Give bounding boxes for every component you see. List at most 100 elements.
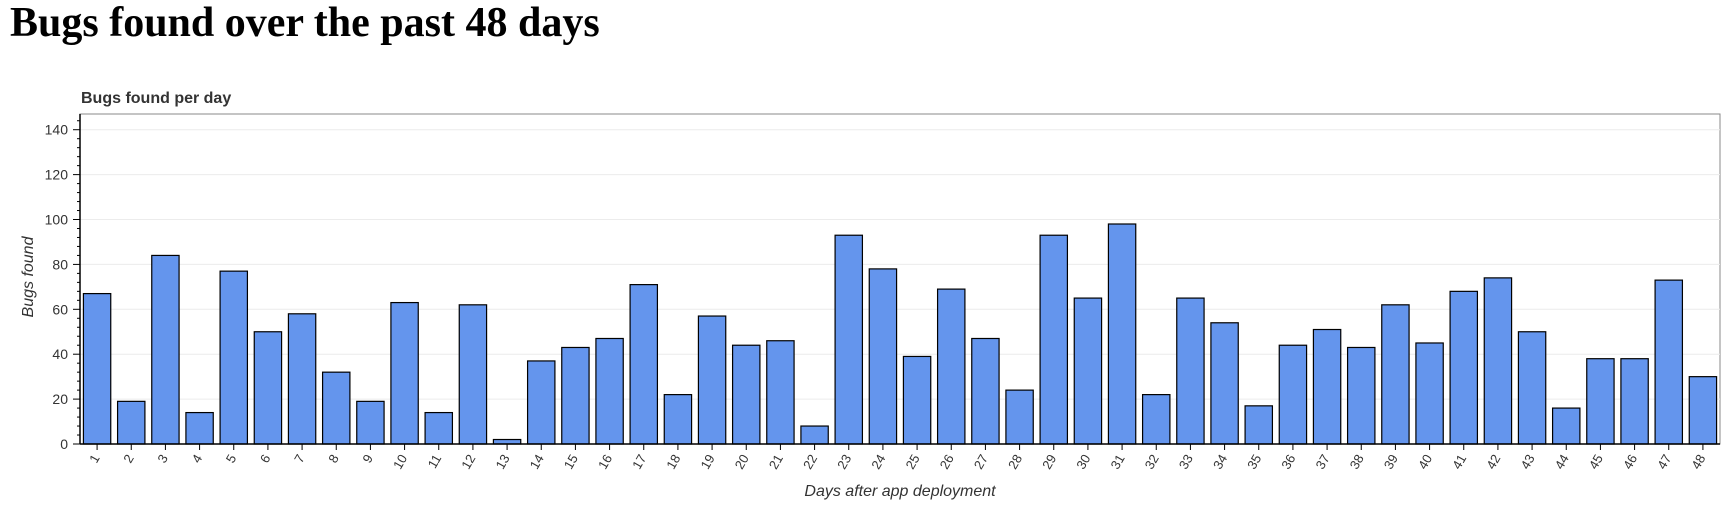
bar bbox=[116, 400, 146, 445]
bar bbox=[219, 270, 249, 445]
y-tick-label: 80 bbox=[52, 256, 68, 272]
bar bbox=[1381, 304, 1410, 445]
bar bbox=[253, 331, 283, 445]
x-tick-label: 43 bbox=[1517, 452, 1537, 472]
bar bbox=[321, 371, 351, 445]
x-axis: 1 2 3 4 5 6 7 8 9 10 11 12 13 14 15 16 17 18 19 20 21 22 23 24 2… bbox=[80, 443, 1720, 472]
x-tick-label: 11 bbox=[425, 452, 445, 471]
x-tick-label: 18 bbox=[663, 452, 683, 472]
bar bbox=[424, 411, 454, 445]
bar bbox=[834, 234, 864, 445]
bar bbox=[1688, 376, 1718, 445]
x-tick-label: 36 bbox=[1278, 452, 1298, 472]
x-tick-label: 38 bbox=[1347, 452, 1367, 472]
y-tick-label: 140 bbox=[45, 122, 69, 138]
x-tick-label: 17 bbox=[629, 452, 649, 472]
x-tick-label: 14 bbox=[527, 452, 547, 472]
bar bbox=[356, 400, 385, 445]
x-tick-label: 5 bbox=[223, 452, 240, 466]
bar bbox=[1039, 234, 1069, 445]
bar bbox=[1176, 297, 1205, 445]
chart-title: Bugs found per day bbox=[81, 90, 231, 107]
gridlines bbox=[80, 129, 1720, 400]
x-tick-label: 28 bbox=[1005, 452, 1025, 472]
bar bbox=[1073, 297, 1103, 445]
x-tick-label: 25 bbox=[902, 452, 922, 472]
x-tick-label: 48 bbox=[1688, 452, 1708, 472]
bar bbox=[1278, 344, 1308, 445]
x-tick-label: 32 bbox=[1142, 452, 1162, 472]
bar bbox=[1210, 322, 1239, 445]
bar bbox=[1483, 277, 1513, 445]
x-tick-label: 15 bbox=[561, 452, 581, 472]
bar bbox=[1415, 342, 1444, 445]
y-tick-label: 20 bbox=[52, 391, 68, 407]
y-tick-label: 100 bbox=[45, 212, 69, 228]
x-tick-label: 41 bbox=[1449, 452, 1469, 472]
bar bbox=[1346, 346, 1376, 445]
x-tick-label: 42 bbox=[1483, 452, 1503, 472]
x-tick-label: 31 bbox=[1107, 452, 1127, 472]
bar bbox=[1005, 389, 1034, 445]
x-tick-label: 26 bbox=[937, 452, 957, 472]
bar bbox=[151, 254, 180, 445]
bar bbox=[766, 340, 795, 445]
bar bbox=[1586, 358, 1615, 445]
x-tick-label: 37 bbox=[1312, 452, 1332, 472]
x-tick-label: 30 bbox=[1073, 452, 1093, 472]
x-tick-label: 3 bbox=[154, 452, 171, 466]
bar bbox=[1620, 358, 1649, 445]
x-tick-label: 2 bbox=[120, 452, 137, 466]
bars bbox=[82, 223, 1718, 445]
x-tick-label: 33 bbox=[1176, 452, 1196, 472]
bar bbox=[971, 337, 1000, 445]
x-tick-label: 23 bbox=[834, 452, 854, 472]
x-tick-label: 7 bbox=[291, 452, 308, 466]
bar bbox=[800, 425, 829, 445]
x-tick-label: 29 bbox=[1039, 452, 1059, 472]
y-tick-label: 60 bbox=[52, 301, 68, 317]
x-tick-label: 34 bbox=[1210, 452, 1230, 472]
x-tick-label: 35 bbox=[1244, 452, 1264, 472]
bar bbox=[731, 344, 761, 445]
x-tick-label: 45 bbox=[1586, 452, 1606, 472]
x-tick-label: 40 bbox=[1415, 452, 1435, 472]
x-tick-label: 9 bbox=[359, 452, 376, 466]
x-tick-label: 16 bbox=[595, 452, 615, 472]
x-axis-label: Days after app deployment bbox=[804, 483, 996, 500]
bar bbox=[697, 315, 727, 445]
x-tick-label: 8 bbox=[325, 452, 342, 466]
bar bbox=[1107, 223, 1137, 445]
bar bbox=[868, 268, 898, 445]
bar bbox=[458, 304, 488, 445]
bar bbox=[1244, 405, 1274, 445]
bar bbox=[1449, 290, 1479, 445]
x-tick-label: 20 bbox=[732, 452, 752, 472]
bar bbox=[936, 288, 966, 445]
y-tick-label: 120 bbox=[45, 167, 69, 183]
x-tick-label: 12 bbox=[458, 452, 478, 472]
x-tick-label: 1 bbox=[86, 452, 103, 466]
bar bbox=[561, 346, 590, 445]
x-tick-label: 6 bbox=[257, 452, 274, 466]
bar bbox=[185, 411, 214, 445]
x-tick-label: 19 bbox=[697, 452, 717, 472]
bar bbox=[82, 292, 112, 445]
x-tick-label: 4 bbox=[189, 452, 206, 466]
bar bbox=[663, 394, 693, 445]
x-tick-label: 39 bbox=[1381, 452, 1401, 472]
bar bbox=[526, 360, 556, 445]
bar bbox=[1141, 394, 1171, 445]
y-axis-label: Bugs found bbox=[20, 235, 37, 317]
bar bbox=[390, 301, 419, 445]
y-tick-label: 40 bbox=[52, 346, 68, 362]
x-tick-label: 10 bbox=[390, 452, 410, 472]
x-tick-label: 22 bbox=[800, 452, 820, 472]
x-tick-label: 21 bbox=[766, 452, 786, 472]
x-tick-label: 13 bbox=[492, 452, 512, 472]
bar bbox=[629, 284, 659, 445]
page-title: Bugs found over the past 48 days bbox=[10, 0, 600, 46]
bar bbox=[595, 337, 624, 445]
x-tick-label: 46 bbox=[1620, 452, 1640, 472]
